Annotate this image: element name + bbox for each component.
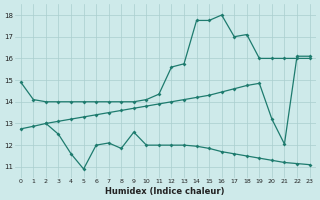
X-axis label: Humidex (Indice chaleur): Humidex (Indice chaleur) [106, 187, 225, 196]
